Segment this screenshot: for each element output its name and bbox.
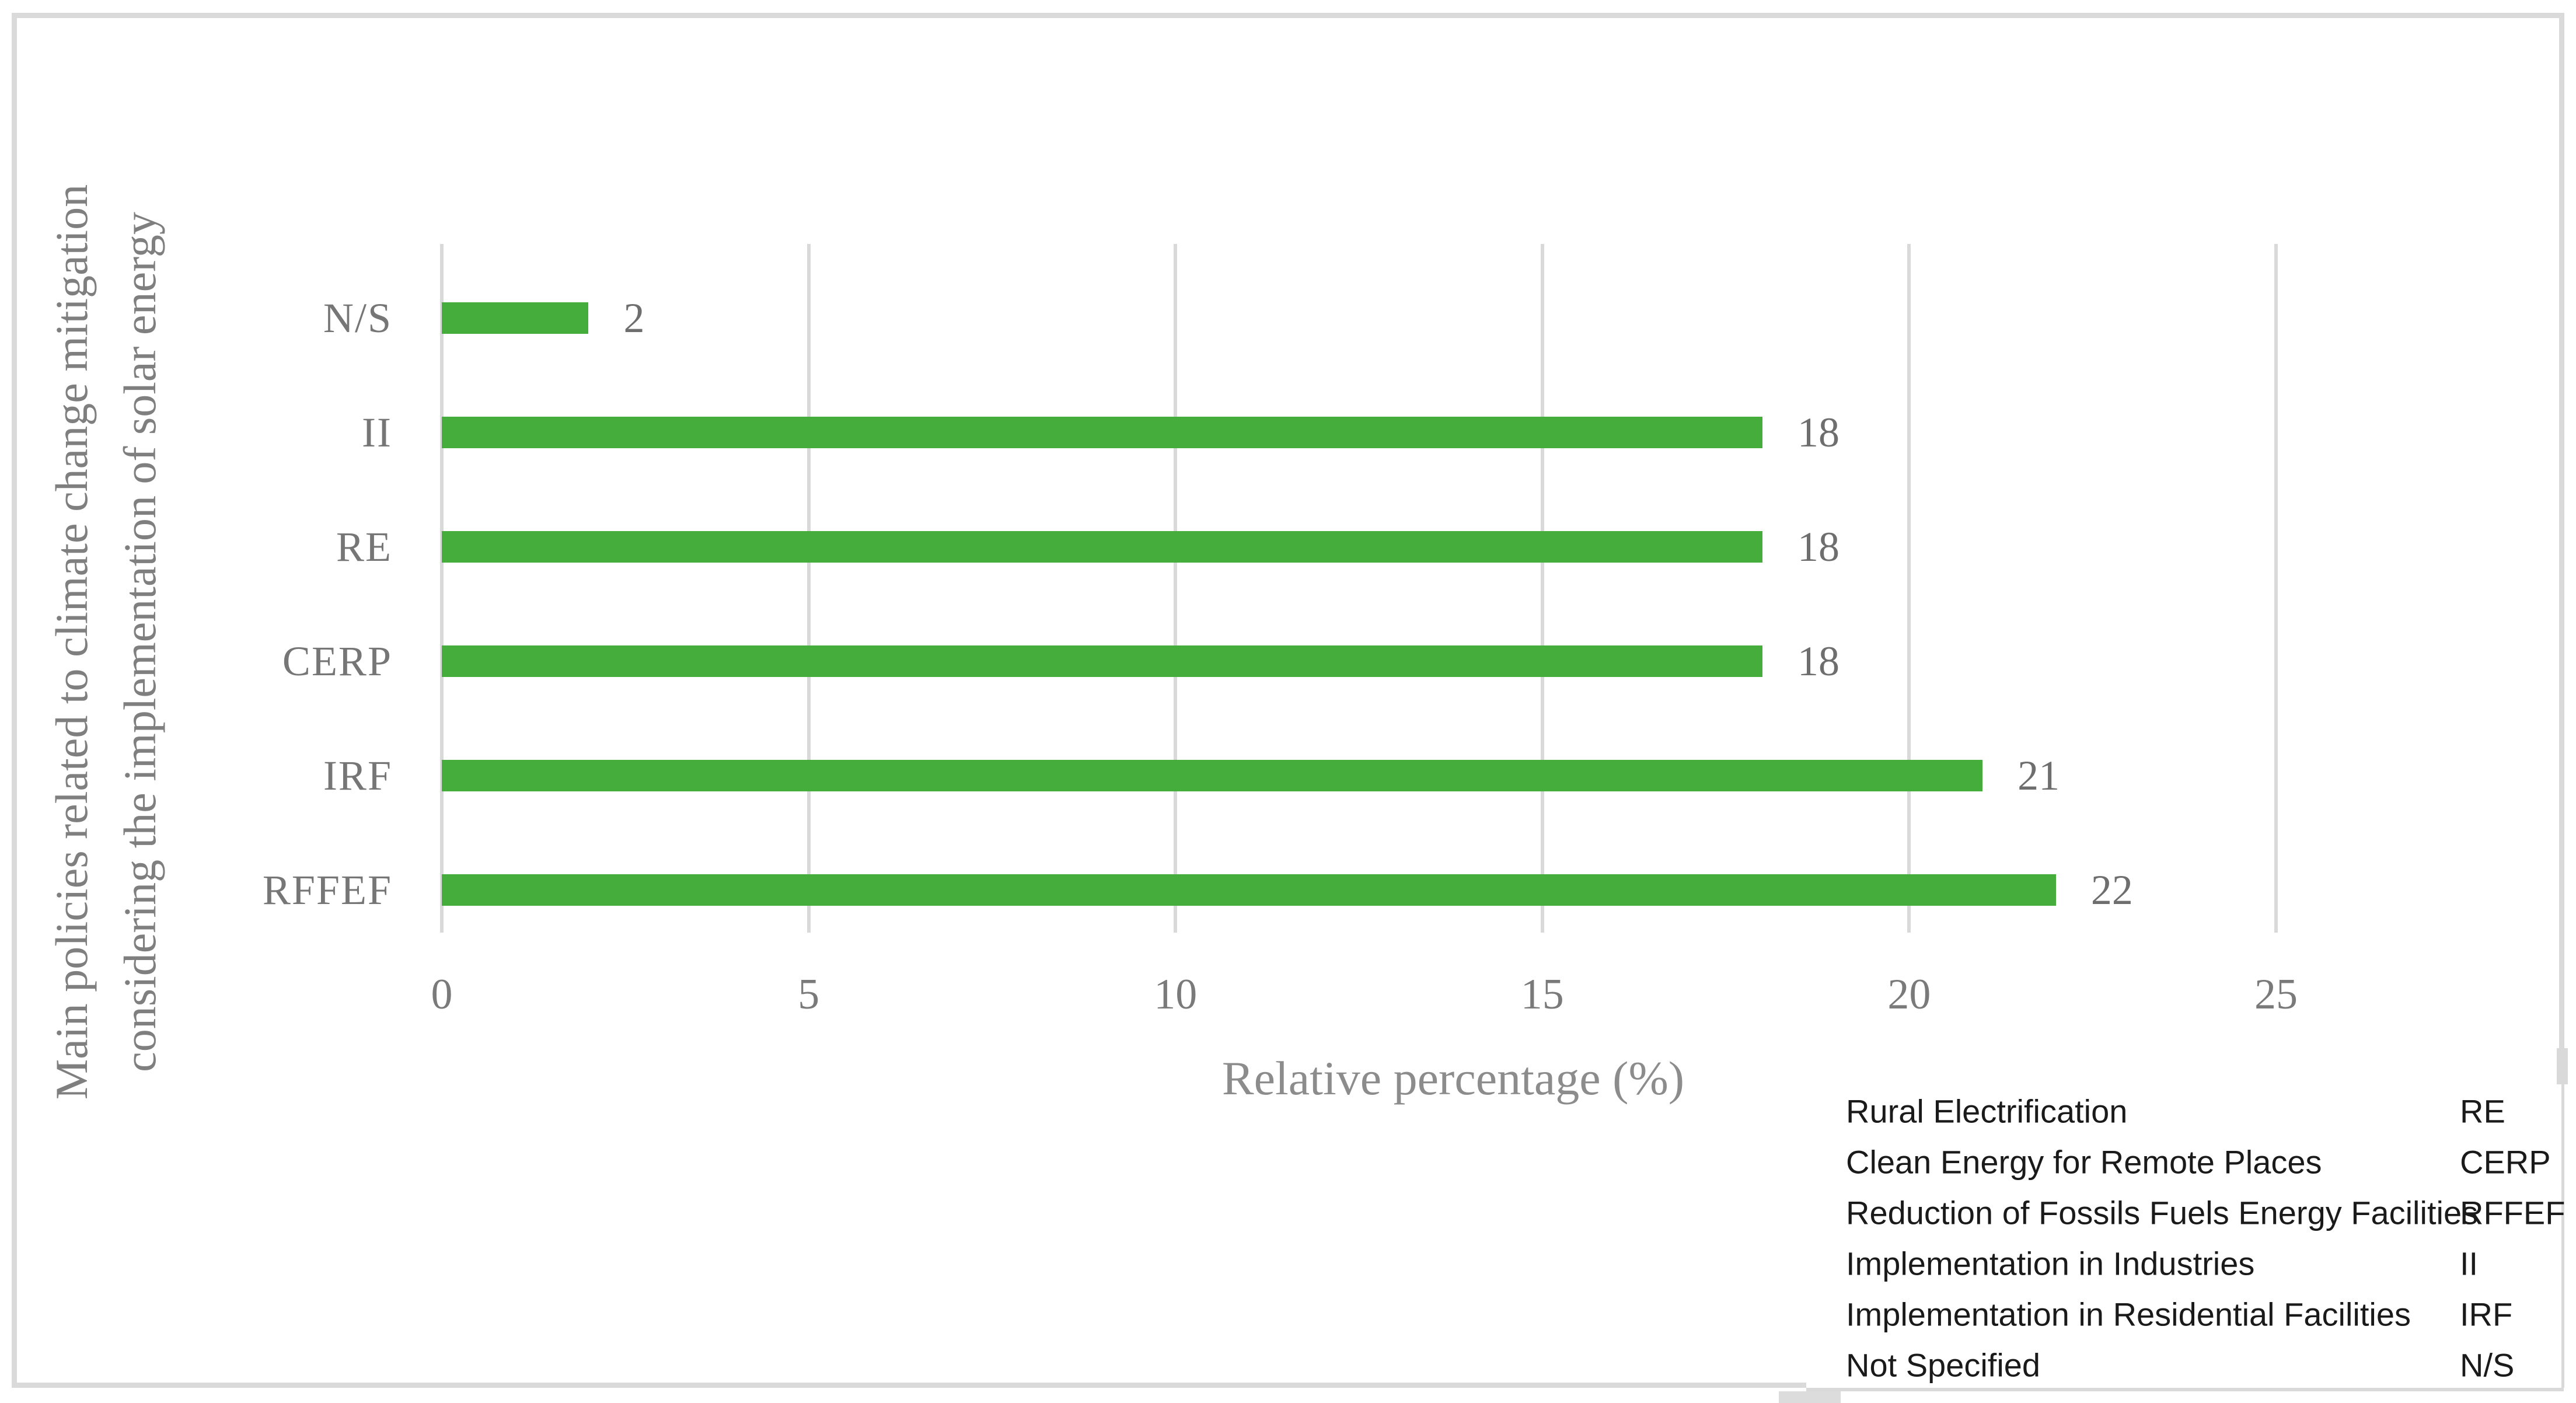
- category-label-RFFEF: RFFEF: [262, 867, 392, 913]
- legend-abbr: IRF: [2460, 1296, 2513, 1332]
- legend-row-II: Implementation in Industries II: [1806, 1238, 2561, 1289]
- x-tick-label-5: 5: [798, 971, 820, 1018]
- x-gridline-20: [1907, 244, 1911, 933]
- value-label-RE: 18: [1797, 523, 1839, 570]
- bar-IRF: [442, 760, 1983, 791]
- figure-border: [12, 13, 2564, 1388]
- legend-abbr: CERP: [2460, 1143, 2551, 1180]
- legend-name: Reduction of Fossils Fuels Energy Facili…: [1846, 1194, 2479, 1231]
- legend-name: Clean Energy for Remote Places: [1846, 1143, 2322, 1180]
- legend-scrollbar-artifact-bottom: [1779, 1391, 1841, 1403]
- x-gridline-10: [1174, 244, 1178, 933]
- x-gridline-0: [440, 244, 444, 933]
- x-tick-label-10: 10: [1154, 971, 1198, 1018]
- legend-abbr: N/S: [2460, 1346, 2515, 1383]
- legend-abbr: RE: [2460, 1093, 2505, 1129]
- bar-II: [442, 417, 1762, 448]
- value-label-CERP: 18: [1797, 638, 1839, 685]
- legend-row-IRF: Implementation in Residential Facilities…: [1806, 1289, 2561, 1339]
- x-tick-label-25: 25: [2254, 971, 2298, 1018]
- bar-RFFEF: [442, 874, 2056, 906]
- x-tick-label-20: 20: [1887, 971, 1931, 1018]
- x-axis-title: Relative percentage (%): [1221, 1052, 1685, 1105]
- legend-abbr: II: [2460, 1245, 2479, 1282]
- bar-N/S: [442, 302, 589, 334]
- legend-abbr: RFFEF: [2460, 1194, 2565, 1231]
- legend-row-N/S: Not Specified N/S: [1806, 1339, 2561, 1390]
- x-tick-label-15: 15: [1520, 971, 1564, 1018]
- x-gridline-15: [1540, 244, 1544, 933]
- legend-row-RFFEF: Reduction of Fossils Fuels Energy Facili…: [1806, 1187, 2565, 1238]
- value-label-N/S: 2: [623, 295, 645, 341]
- legend-table: Rural Electrification RE Clean Energy for …: [1806, 1063, 2565, 1391]
- legend-name: Implementation in Residential Facilities: [1846, 1296, 2411, 1332]
- legend-row-CERP: Clean Energy for Remote Places CERP: [1806, 1136, 2561, 1187]
- y-axis-title-line1: Main policies related to climate change …: [46, 184, 97, 1100]
- legend-name: Implementation in Industries: [1846, 1245, 2255, 1282]
- category-label-IRF: IRF: [323, 752, 392, 799]
- x-tick-label-0: 0: [431, 971, 453, 1018]
- legend-scrollbar-artifact-right: [2557, 1048, 2568, 1084]
- category-label-RE: RE: [336, 523, 392, 570]
- value-label-RFFEF: 22: [2090, 867, 2133, 913]
- legend-name: Rural Electrification: [1846, 1093, 2128, 1129]
- y-axis-title-line2: considering the implementation of solar …: [114, 212, 165, 1072]
- category-label-CERP: CERP: [282, 638, 392, 685]
- x-gridline-5: [807, 244, 811, 933]
- value-label-IRF: 21: [2017, 752, 2060, 799]
- bar-CERP: [442, 645, 1762, 677]
- bar-RE: [442, 531, 1762, 563]
- x-gridline-25: [2274, 244, 2278, 933]
- category-label-II: II: [362, 409, 392, 456]
- legend-name: Not Specified: [1846, 1346, 2041, 1383]
- value-label-II: 18: [1797, 409, 1839, 456]
- category-label-N/S: N/S: [323, 295, 392, 341]
- legend-row-RE: Rural Electrification RE: [1806, 1086, 2561, 1136]
